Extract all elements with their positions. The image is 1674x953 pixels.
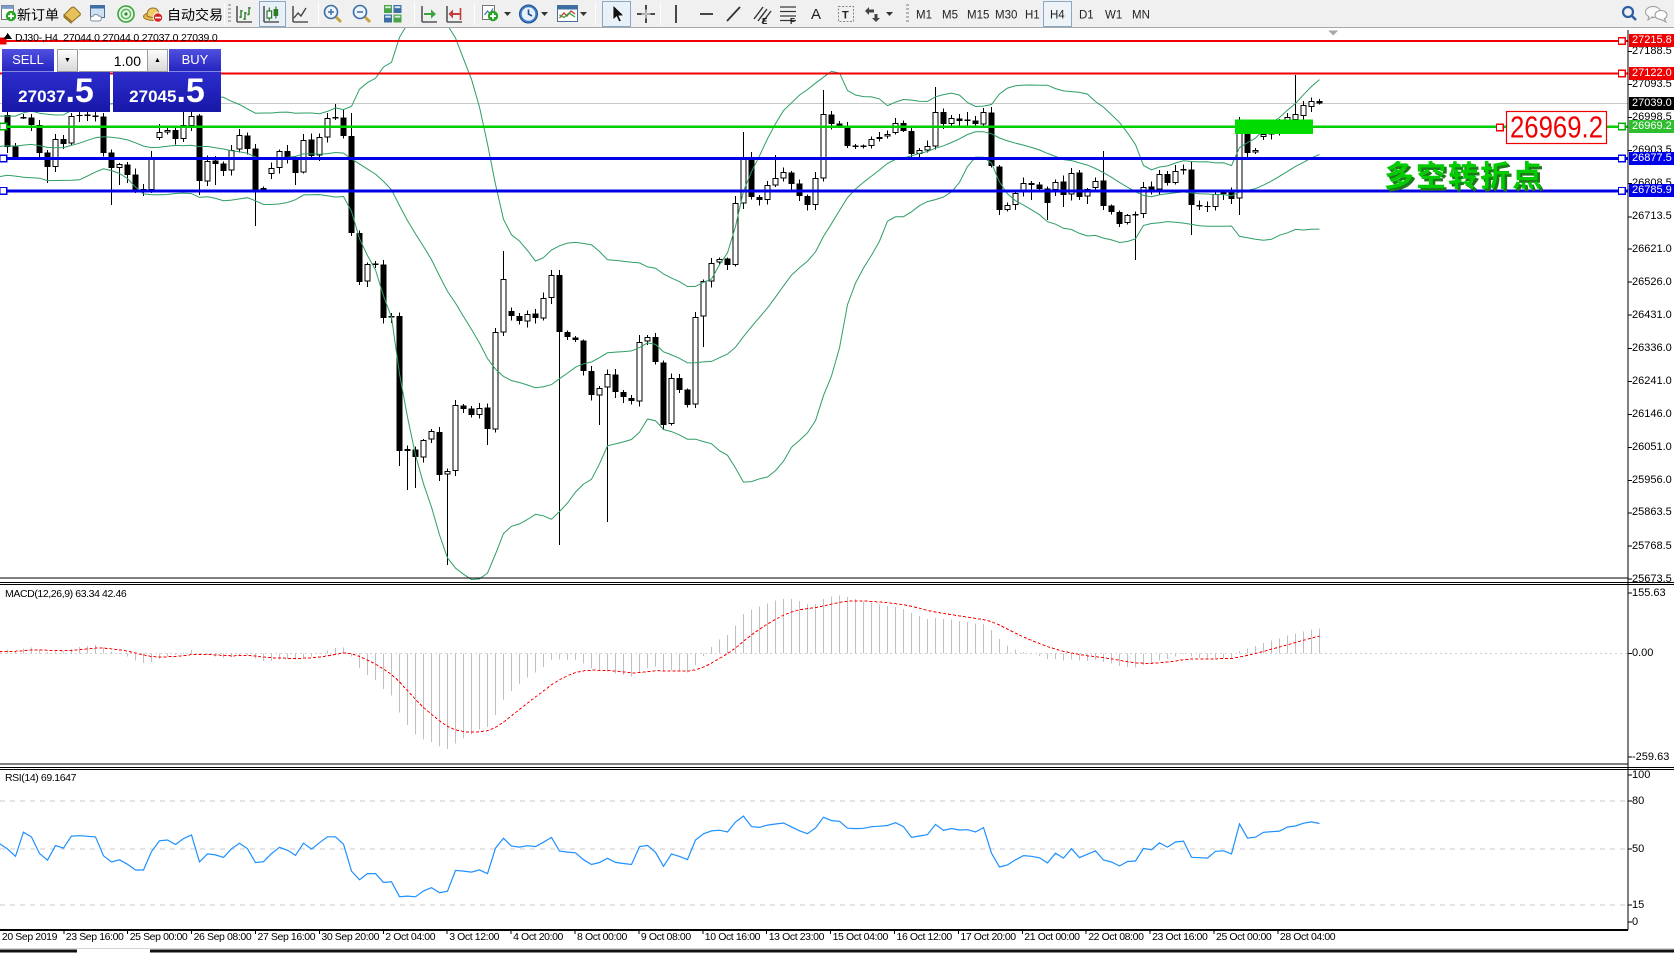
svg-text:W1: W1 (1105, 10, 1122, 22)
svg-text:M15: M15 (967, 10, 989, 22)
svg-text:F: F (790, 17, 795, 26)
svg-text:D1: D1 (1079, 10, 1094, 22)
svg-text:26969.2: 26969.2 (1510, 110, 1603, 145)
svg-text:M30: M30 (995, 10, 1017, 22)
svg-text:H4: H4 (1050, 10, 1065, 22)
svg-text:M1: M1 (916, 10, 932, 22)
svg-text:MN: MN (1132, 10, 1150, 22)
svg-text:H1: H1 (1025, 10, 1040, 22)
svg-text:M5: M5 (942, 10, 958, 22)
svg-text:A: A (811, 6, 821, 23)
svg-text:E: E (762, 17, 768, 26)
svg-text:T: T (842, 10, 849, 22)
